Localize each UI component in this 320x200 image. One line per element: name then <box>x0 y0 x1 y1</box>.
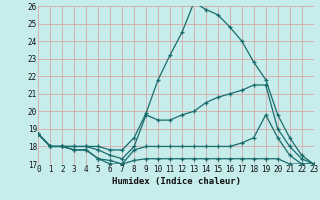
X-axis label: Humidex (Indice chaleur): Humidex (Indice chaleur) <box>111 177 241 186</box>
